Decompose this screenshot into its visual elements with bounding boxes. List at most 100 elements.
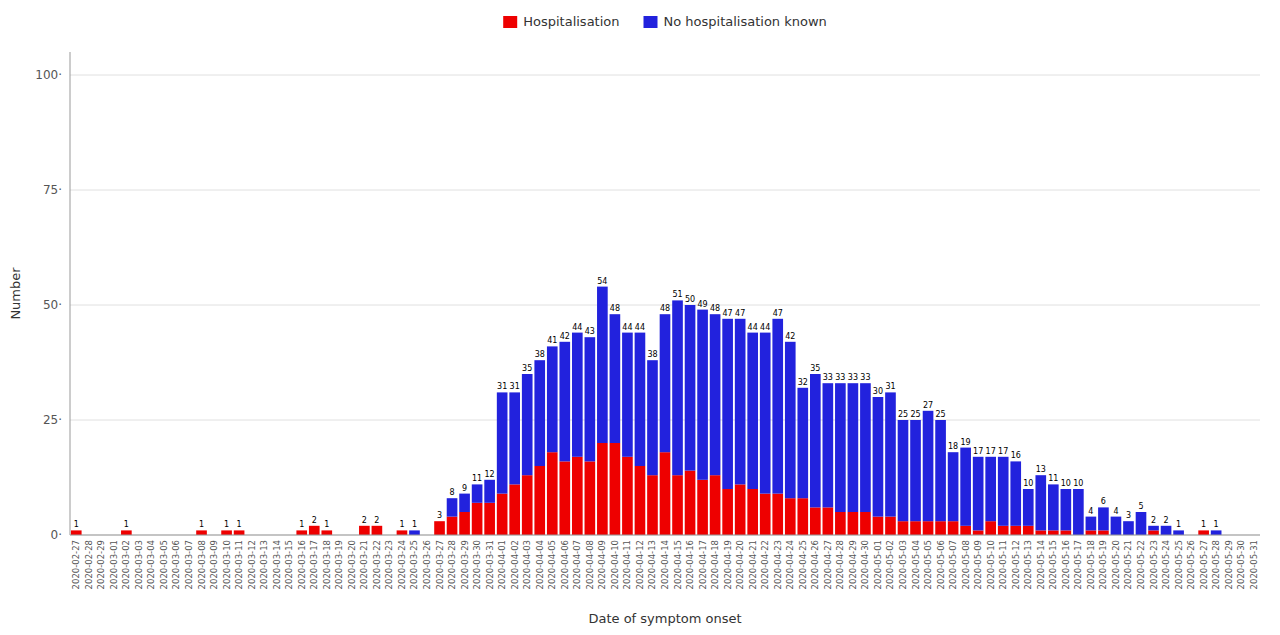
x-tick-label: 2020-05-07 <box>948 540 958 589</box>
bar-segment <box>610 443 621 535</box>
bar-segment <box>672 475 683 535</box>
x-tick-label: 2020-04-05 <box>547 540 557 589</box>
chart-container: 0·25·50·75·100·1111112122113891112313135… <box>0 0 1280 635</box>
total-label: 42 <box>560 332 570 341</box>
total-label: 48 <box>610 304 620 313</box>
bar-segment <box>372 525 383 526</box>
bar-segment <box>973 530 984 535</box>
x-tick-label: 2020-05-23 <box>1149 540 1159 589</box>
total-label: 43 <box>585 327 595 336</box>
bar-segment <box>848 383 859 512</box>
total-label: 2 <box>1164 516 1169 525</box>
x-tick-label: 2020-03-11 <box>234 540 244 589</box>
y-axis-label: Number <box>8 267 23 320</box>
bar-segment <box>509 484 520 535</box>
x-tick-label: 2020-05-13 <box>1023 540 1033 589</box>
x-tick-label: 2020-03-15 <box>284 540 294 589</box>
x-tick-label: 2020-03-19 <box>334 540 344 589</box>
bar-segment <box>697 310 708 480</box>
bar-segment <box>497 494 508 535</box>
bar-segment <box>722 489 733 535</box>
x-tick-label: 2020-04-10 <box>610 540 620 589</box>
bar-segment <box>873 517 884 535</box>
bar-segment <box>948 452 959 521</box>
bar-segment <box>685 305 696 471</box>
x-tick-label: 2020-03-20 <box>347 540 357 589</box>
bar-segment <box>848 512 859 535</box>
x-tick-label: 2020-05-08 <box>961 540 971 589</box>
total-label: 1 <box>399 520 404 529</box>
bar-segment <box>459 494 470 512</box>
bar-segment <box>948 521 959 535</box>
x-tick-label: 2020-05-26 <box>1186 540 1196 589</box>
bar-segment <box>1023 526 1034 535</box>
x-axis-line <box>70 535 1260 536</box>
total-label: 35 <box>522 364 532 373</box>
bar-segment <box>397 530 408 535</box>
bar-segment <box>823 383 834 507</box>
x-tick-label: 2020-02-29 <box>96 540 106 589</box>
total-label: 38 <box>647 350 657 359</box>
x-tick-label: 2020-05-05 <box>923 540 933 589</box>
bar-segment <box>1173 530 1184 535</box>
x-tick-label: 2020-03-29 <box>460 540 470 589</box>
total-label: 47 <box>735 309 745 318</box>
total-label: 12 <box>485 470 495 479</box>
legend-item: Hospitalisation <box>503 14 619 29</box>
bar-segment <box>910 521 921 535</box>
x-tick-label: 2020-03-01 <box>109 540 119 589</box>
x-tick-label: 2020-05-14 <box>1036 540 1046 589</box>
total-label: 13 <box>1036 465 1046 474</box>
bar-segment <box>885 517 896 535</box>
total-label: 4 <box>1113 507 1118 516</box>
x-tick-label: 2020-04-30 <box>860 540 870 589</box>
grid-line <box>70 535 1260 536</box>
bar-segment <box>835 383 846 512</box>
x-tick-label: 2020-03-31 <box>485 540 495 589</box>
total-label: 16 <box>1011 451 1021 460</box>
total-label: 41 <box>547 336 557 345</box>
bar-segment <box>898 521 909 535</box>
bar-segment <box>196 530 207 535</box>
x-tick-label: 2020-04-21 <box>748 540 758 589</box>
x-tick-label: 2020-05-21 <box>1123 540 1133 589</box>
x-tick-label: 2020-03-06 <box>171 540 181 589</box>
x-tick-label: 2020-05-10 <box>986 540 996 589</box>
total-label: 47 <box>723 309 733 318</box>
x-tick-label: 2020-03-23 <box>384 540 394 589</box>
bar-segment <box>409 530 420 535</box>
x-tick-label: 2020-04-01 <box>497 540 507 589</box>
bar-segment <box>810 374 821 507</box>
bar-segment <box>772 319 783 494</box>
bar-segment <box>660 314 671 452</box>
y-axis-line <box>70 52 71 535</box>
total-label: 17 <box>998 447 1008 456</box>
x-tick-label: 2020-04-04 <box>535 540 545 589</box>
total-label: 33 <box>860 373 870 382</box>
x-tick-label: 2020-04-27 <box>823 540 833 589</box>
total-label: 25 <box>910 410 920 419</box>
bar-segment <box>760 494 771 535</box>
bar-segment <box>923 411 934 521</box>
bar-segment <box>935 420 946 521</box>
x-tick-label: 2020-03-26 <box>422 540 432 589</box>
bar-segment <box>1035 530 1046 535</box>
x-tick-label: 2020-04-25 <box>798 540 808 589</box>
bar-segment <box>1148 526 1159 531</box>
total-label: 31 <box>885 382 895 391</box>
legend: HospitalisationNo hospitalisation known <box>503 14 827 29</box>
grid-line <box>70 190 1260 191</box>
total-label: 35 <box>810 364 820 373</box>
x-tick-label: 2020-03-27 <box>435 540 445 589</box>
total-label: 54 <box>597 277 607 286</box>
x-tick-label: 2020-05-27 <box>1199 540 1209 589</box>
x-tick-label: 2020-03-09 <box>209 540 219 589</box>
x-tick-label: 2020-05-25 <box>1174 540 1184 589</box>
bar-segment <box>522 475 533 535</box>
x-tick-label: 2020-04-22 <box>760 540 770 589</box>
bar-segment <box>234 530 245 535</box>
bar-segment <box>923 521 934 535</box>
total-label: 44 <box>748 323 758 332</box>
bar-segment <box>447 517 458 535</box>
bar-segment <box>1123 521 1134 535</box>
